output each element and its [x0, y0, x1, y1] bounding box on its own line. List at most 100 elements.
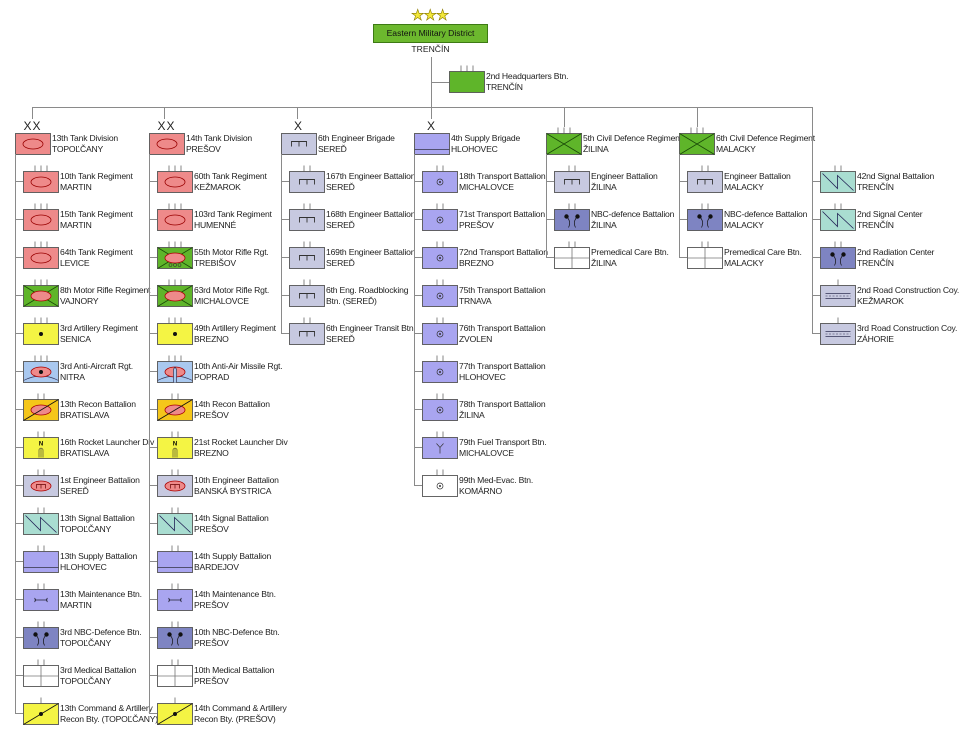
nbc-symbol-icon[interactable]: [687, 202, 723, 231]
unit-name: 14th Tank Division: [186, 133, 252, 143]
tank-symbol-icon[interactable]: [157, 202, 193, 231]
unit-location: HLOHOVEC: [451, 144, 498, 154]
medical-symbol-icon[interactable]: [23, 658, 59, 687]
unit-connector: [15, 257, 23, 258]
medical-symbol-icon[interactable]: [687, 240, 723, 269]
unit-connector: [679, 257, 687, 258]
unit-label: 13th Supply Battalion HLOHOVEC: [60, 551, 137, 573]
medical-symbol-icon[interactable]: [157, 658, 193, 687]
armored-engineer-symbol-icon[interactable]: [23, 468, 59, 497]
tank-symbol-icon[interactable]: [23, 202, 59, 231]
artillery-recon-symbol-icon[interactable]: [157, 696, 193, 725]
civil-defence-symbol-icon[interactable]: [679, 126, 715, 155]
engineer-symbol-icon[interactable]: [289, 202, 325, 231]
unit-name: 2nd Road Construction Coy.: [857, 285, 960, 295]
road-construction-symbol-icon[interactable]: [820, 316, 856, 345]
motor-rifle-wheeled-symbol-icon[interactable]: [157, 240, 193, 269]
transport-symbol-icon[interactable]: [422, 354, 458, 383]
unit-name: 3rd Road Construction Coy.: [857, 323, 958, 333]
unit-name: 167th Engineer Battalion: [326, 171, 416, 181]
anti-aircraft-symbol-icon[interactable]: [23, 354, 59, 383]
unit-name: 169th Engineer Battalion: [326, 247, 416, 257]
unit-label: 14th Signal Battalion PREŠOV: [194, 513, 269, 535]
unit-name: Premedical Care Btn.: [724, 247, 802, 257]
nbc-symbol-icon[interactable]: [820, 240, 856, 269]
unit-name: 6th Eng. Roadblocking: [326, 285, 409, 295]
column-drop-line: [697, 107, 698, 127]
engineer-symbol-icon[interactable]: [687, 164, 723, 193]
maintenance-symbol-icon[interactable]: [157, 582, 193, 611]
tank-symbol-icon[interactable]: [15, 126, 51, 155]
supply-symbol-icon[interactable]: [157, 544, 193, 573]
unit-label: 14th Maintenance Btn. PREŠOV: [194, 589, 276, 611]
nbc-symbol-icon[interactable]: [554, 202, 590, 231]
transport-symbol-icon[interactable]: [422, 202, 458, 231]
signal-symbol-icon[interactable]: [23, 506, 59, 535]
unit-name: 14th Recon Battalion: [194, 399, 270, 409]
artillery-symbol-icon[interactable]: [23, 316, 59, 345]
unit-name: 5th Civil Defence Regiment: [583, 133, 682, 143]
civil-defence-symbol-icon[interactable]: [546, 126, 582, 155]
engineer-symbol-icon[interactable]: [289, 316, 325, 345]
unit-location: PREŠOV: [459, 220, 494, 230]
maintenance-symbol-icon[interactable]: [23, 582, 59, 611]
unit-name: 13th Supply Battalion: [60, 551, 138, 561]
unit-location: PREŠOV: [194, 638, 229, 648]
engineer-symbol-icon[interactable]: [289, 240, 325, 269]
unit-label: 2nd Signal Center TRENČÍN: [857, 209, 923, 231]
unit-name: 49th Artillery Regiment: [194, 323, 276, 333]
unit-connector: [149, 409, 157, 410]
unit-location: TRENČÍN: [857, 182, 894, 192]
nbc-symbol-icon[interactable]: [157, 620, 193, 649]
column-trunk: [15, 154, 16, 714]
rocket-symbol-icon[interactable]: N: [23, 430, 59, 459]
road-construction-symbol-icon[interactable]: [820, 278, 856, 307]
unit-location: MARTIN: [60, 600, 92, 610]
tank-symbol-icon[interactable]: [149, 126, 185, 155]
armored-engineer-symbol-icon[interactable]: [157, 468, 193, 497]
unit-label: 10th Tank Regiment MARTIN: [60, 171, 133, 193]
supply-symbol-icon[interactable]: [23, 544, 59, 573]
unit-name: 10th Engineer Battalion: [194, 475, 279, 485]
headquarters-symbol-icon[interactable]: [449, 64, 485, 93]
signal-symbol-icon[interactable]: [820, 202, 856, 231]
transport-symbol-icon[interactable]: [422, 240, 458, 269]
transport-symbol-icon[interactable]: [422, 278, 458, 307]
unit-label: 8th Motor Rifle Regiment VAJNORY: [60, 285, 150, 307]
unit-location: MARTIN: [60, 220, 92, 230]
transport-symbol-icon[interactable]: [422, 392, 458, 421]
rocket-symbol-icon[interactable]: N: [157, 430, 193, 459]
motor-rifle-symbol-icon[interactable]: [157, 278, 193, 307]
district-hq-box[interactable]: Eastern Military District: [373, 24, 488, 43]
engineer-symbol-icon[interactable]: [289, 278, 325, 307]
medical-symbol-icon[interactable]: [554, 240, 590, 269]
transport-symbol-icon[interactable]: [422, 164, 458, 193]
anti-air-missile-symbol-icon[interactable]: [157, 354, 193, 383]
nbc-symbol-icon[interactable]: [23, 620, 59, 649]
column-head-label: 14th Tank Division PREŠOV: [186, 133, 252, 155]
signal-symbol-icon[interactable]: [157, 506, 193, 535]
medevac-symbol-icon[interactable]: [422, 468, 458, 497]
transport-symbol-icon[interactable]: [422, 316, 458, 345]
signal-symbol-icon[interactable]: [820, 164, 856, 193]
engineer-symbol-icon[interactable]: [289, 164, 325, 193]
artillery-symbol-icon[interactable]: [157, 316, 193, 345]
unit-label: 13th Recon Battalion BRATISLAVA: [60, 399, 136, 421]
fuel-transport-symbol-icon[interactable]: [422, 430, 458, 459]
unit-connector: [149, 181, 157, 182]
motor-rifle-symbol-icon[interactable]: [23, 278, 59, 307]
tank-symbol-icon[interactable]: [23, 240, 59, 269]
recon-symbol-icon[interactable]: [23, 392, 59, 421]
engineer-symbol-icon[interactable]: [281, 126, 317, 155]
unit-label: 77th Transport Battalion HLOHOVEC: [459, 361, 546, 383]
unit-name: Premedical Care Btn.: [591, 247, 669, 257]
unit-connector: [414, 447, 422, 448]
column-trunk: [149, 154, 150, 714]
supply-symbol-icon[interactable]: [414, 126, 450, 155]
recon-symbol-icon[interactable]: [157, 392, 193, 421]
artillery-recon-symbol-icon[interactable]: [23, 696, 59, 725]
tank-symbol-icon[interactable]: [157, 164, 193, 193]
engineer-symbol-icon[interactable]: [554, 164, 590, 193]
unit-location: MICHALOVCE: [459, 182, 514, 192]
tank-symbol-icon[interactable]: [23, 164, 59, 193]
